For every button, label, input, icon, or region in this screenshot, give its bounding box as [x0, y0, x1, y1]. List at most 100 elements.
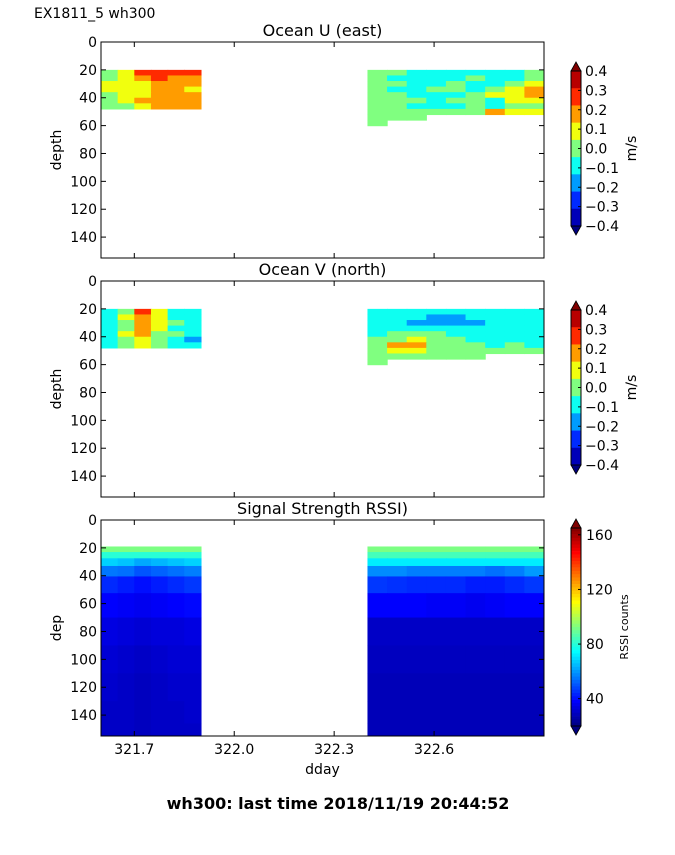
cell — [387, 114, 408, 121]
cell — [465, 558, 486, 567]
colorbar-band — [571, 88, 581, 106]
cell — [445, 320, 467, 327]
colorbar-band — [571, 630, 581, 634]
cell — [367, 336, 388, 343]
cell — [167, 75, 185, 82]
cell — [387, 69, 408, 77]
cell — [387, 353, 408, 360]
cell — [524, 69, 544, 77]
cell — [485, 673, 506, 702]
cell — [465, 347, 486, 355]
colorbar-band — [571, 567, 581, 572]
cell — [406, 593, 427, 619]
cell — [406, 69, 427, 77]
colorbar-tick-label: 0.2 — [585, 103, 607, 119]
y-tick-label: 40 — [79, 330, 97, 346]
cell — [524, 593, 544, 619]
cell — [117, 701, 135, 725]
colorbar-band — [571, 653, 581, 657]
colorbar-extend-bottom — [570, 225, 582, 236]
cell — [367, 81, 388, 88]
colorbar-band — [571, 430, 581, 449]
cell — [184, 320, 202, 327]
panel-2: 0 20 40 60 80 100 120 140 Ocean V (north) depth 0.… — [49, 260, 640, 498]
cell — [426, 673, 447, 702]
cell — [134, 69, 152, 77]
cell — [134, 673, 152, 702]
y-tick-label: 0 — [88, 35, 97, 51]
colorbar-band — [571, 174, 581, 192]
cell — [524, 86, 544, 93]
cell — [524, 108, 544, 116]
y-tick-label: 40 — [79, 91, 97, 107]
colorbar-label: m/s — [624, 375, 640, 401]
colorbar-band — [571, 327, 581, 345]
cell — [150, 320, 169, 327]
cell — [485, 331, 506, 338]
cell — [101, 593, 119, 619]
cell — [117, 86, 135, 93]
cell — [445, 552, 467, 559]
colorbar-band — [571, 683, 581, 687]
cell — [134, 308, 152, 316]
cell — [465, 308, 486, 316]
cell — [101, 86, 119, 93]
cell — [184, 701, 202, 725]
cell — [184, 92, 202, 99]
cell — [134, 331, 152, 338]
cell — [485, 552, 506, 559]
colorbar-tick-label: −0.1 — [585, 161, 619, 177]
cell — [445, 645, 467, 674]
y-tick-label: 80 — [79, 146, 97, 162]
colorbar-extend-bottom — [570, 725, 582, 736]
cell — [367, 120, 388, 127]
cell — [134, 81, 152, 88]
cell — [406, 645, 427, 674]
cell — [117, 97, 135, 104]
cell — [101, 308, 119, 316]
cell — [367, 723, 388, 736]
cell — [184, 645, 202, 674]
cell — [184, 69, 202, 77]
cell — [184, 723, 202, 736]
cell — [367, 673, 388, 702]
cell — [117, 617, 135, 647]
cell — [134, 92, 152, 99]
data-block-2 — [367, 546, 544, 736]
cell — [524, 565, 544, 578]
colorbar-band — [571, 613, 581, 618]
colorbar-band — [571, 208, 581, 227]
cell — [524, 558, 544, 567]
cell — [387, 546, 408, 553]
y-axis-label: depth — [49, 130, 65, 171]
cell — [184, 308, 202, 316]
cell — [167, 336, 185, 343]
colorbar-extend-top — [570, 300, 582, 311]
colorbar-band — [571, 673, 581, 677]
cell — [150, 645, 169, 674]
cell — [524, 723, 544, 736]
cell — [426, 97, 447, 104]
colorbar-band — [571, 139, 581, 158]
cell — [426, 325, 447, 332]
cell — [504, 81, 525, 88]
cell — [524, 546, 544, 553]
cell — [445, 347, 467, 355]
y-tick-label: 120 — [70, 441, 97, 457]
cell — [367, 331, 388, 338]
cell — [504, 552, 525, 559]
colorbar-band — [571, 702, 581, 707]
cell — [504, 103, 525, 110]
colorbar-band — [571, 584, 581, 588]
y-tick-label: 140 — [70, 469, 97, 485]
cell — [406, 673, 427, 702]
cell — [167, 103, 185, 110]
cell — [465, 617, 486, 647]
cell — [117, 325, 135, 332]
y-tick-label: 100 — [70, 174, 97, 190]
cell — [117, 342, 135, 349]
colorbar-band — [571, 396, 581, 414]
cell — [167, 320, 185, 327]
cell — [167, 723, 185, 736]
cell — [367, 97, 388, 104]
